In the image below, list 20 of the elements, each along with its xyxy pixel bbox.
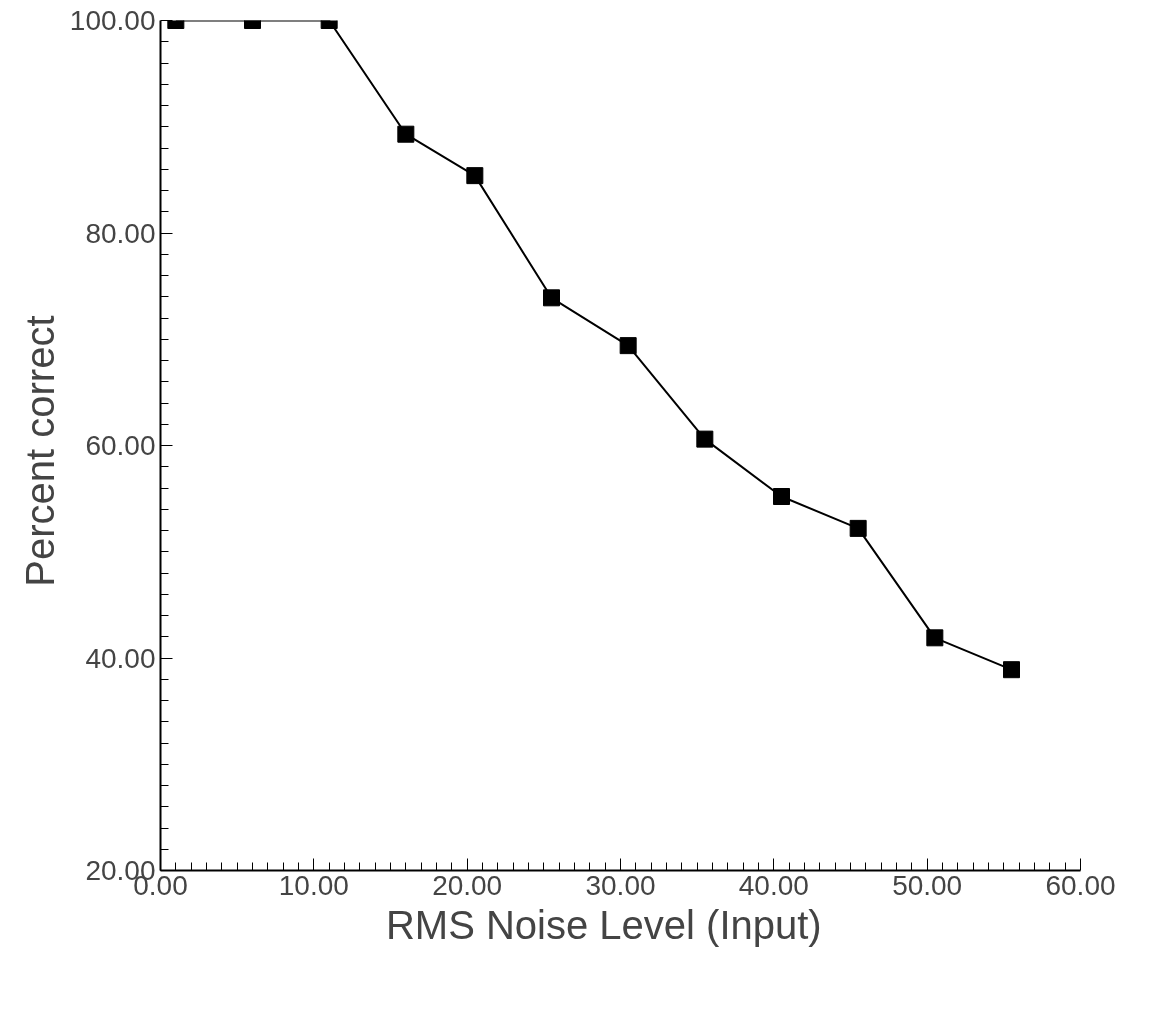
y-tick-label: 100.00 xyxy=(69,5,156,36)
point xyxy=(543,289,560,307)
point xyxy=(1003,661,1020,679)
point xyxy=(466,167,484,185)
x-tick-label: 60.00 xyxy=(1045,869,1116,901)
point xyxy=(696,430,714,448)
y-tick-label: 40.00 xyxy=(85,642,156,674)
x-tick-label: 50.00 xyxy=(892,869,963,901)
x-tick-label: 20.00 xyxy=(432,869,503,901)
x-tick-label: 30.00 xyxy=(585,869,656,901)
point xyxy=(619,337,637,355)
point xyxy=(926,629,944,647)
point xyxy=(773,488,790,505)
x-tick-label: 10.00 xyxy=(278,869,349,901)
x-axis-title: RMS Noise Level (Input) xyxy=(385,902,822,947)
y-tick-label: 80.00 xyxy=(85,217,156,249)
point xyxy=(849,519,867,537)
y-tick-label: 60.00 xyxy=(85,430,156,461)
x-tick-label: 40.00 xyxy=(738,869,809,901)
y-axis-title: Percent correct xyxy=(17,315,62,587)
